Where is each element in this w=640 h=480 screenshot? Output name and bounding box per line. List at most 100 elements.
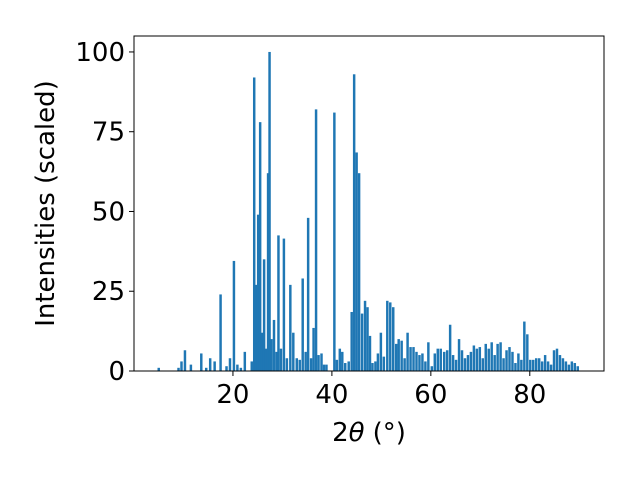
bar: [350, 311, 353, 371]
y-tick-label: 0: [108, 357, 125, 387]
bar: [374, 361, 377, 371]
bar: [487, 348, 490, 371]
bar: [442, 351, 446, 371]
bar: [304, 351, 307, 371]
bar: [412, 347, 415, 371]
bar: [219, 294, 222, 371]
bar: [352, 74, 356, 371]
y-tick-label: 50: [92, 197, 125, 227]
bar: [338, 348, 342, 371]
bar: [243, 351, 247, 371]
bar: [517, 353, 520, 371]
bar: [264, 348, 268, 371]
bar: [484, 343, 487, 371]
bar: [314, 109, 318, 371]
bar: [424, 361, 427, 371]
bar: [573, 363, 577, 371]
bar: [490, 342, 493, 371]
bar: [532, 359, 535, 371]
bar: [289, 284, 292, 371]
bar: [371, 363, 374, 371]
x-axis: 20 40 60 80: [216, 371, 546, 410]
bar: [363, 300, 367, 371]
y-tick-label: 25: [92, 277, 125, 307]
bar: [403, 358, 406, 371]
bar: [239, 367, 243, 371]
bar: [189, 364, 193, 371]
bar: [439, 348, 442, 371]
bar: [430, 366, 434, 371]
bar: [564, 361, 568, 371]
bar: [523, 321, 526, 371]
bar: [208, 358, 212, 371]
bar: [180, 361, 183, 371]
bar: [392, 307, 395, 371]
bar: [397, 339, 400, 371]
bar: [406, 332, 409, 371]
bar: [320, 353, 323, 371]
bar: [481, 358, 485, 371]
bar: [436, 348, 439, 371]
plot-frame: [133, 35, 605, 372]
bar: [292, 332, 295, 371]
bar: [466, 355, 470, 371]
bar: [270, 339, 273, 371]
bar: [268, 51, 271, 371]
bar: [576, 366, 580, 371]
bar: [448, 324, 452, 371]
bar: [258, 122, 262, 371]
y-tick-label: 100: [75, 38, 125, 68]
bar: [534, 358, 538, 371]
bar: [454, 359, 458, 371]
bar: [309, 358, 313, 371]
bar: [341, 351, 344, 371]
bar: [496, 343, 499, 371]
bar: [460, 350, 464, 371]
bar: [382, 356, 386, 371]
bar: [183, 350, 187, 371]
bar: [200, 353, 203, 371]
bar: [376, 353, 380, 371]
bar: [157, 367, 160, 371]
bar: [295, 358, 298, 371]
bar: [570, 361, 574, 371]
bar: [275, 351, 278, 371]
bar: [511, 351, 514, 371]
x-axis-label-number: 2: [332, 418, 349, 448]
bar: [529, 359, 532, 371]
bar: [256, 214, 260, 371]
bar: [463, 358, 467, 371]
bar: [394, 343, 398, 371]
bar: [325, 364, 328, 371]
bar: [526, 334, 529, 371]
bar: [549, 364, 553, 371]
bar: [502, 358, 505, 371]
bar: [540, 361, 544, 371]
bar: [433, 353, 437, 371]
x-axis-label-theta: θ: [349, 418, 365, 448]
y-tick-label: 75: [92, 118, 125, 148]
bar: [400, 340, 403, 371]
bar: [514, 363, 517, 371]
bar: [225, 366, 228, 371]
x-tick-label: 20: [216, 380, 249, 410]
bar: [475, 348, 479, 371]
bar: [555, 348, 559, 371]
bar: [254, 284, 258, 371]
bar: [357, 173, 361, 371]
bar: [236, 364, 239, 371]
bar: [355, 152, 358, 371]
bar: [389, 302, 392, 371]
bar: [379, 332, 383, 371]
bar: [552, 350, 556, 371]
bar: [317, 355, 320, 371]
bar: [445, 350, 449, 371]
bar: [312, 327, 315, 371]
bar: [277, 235, 280, 371]
x-tick-label: 40: [315, 380, 348, 410]
bar: [177, 367, 180, 371]
bar: [427, 342, 430, 371]
bar: [505, 350, 508, 371]
bar: [252, 77, 256, 371]
